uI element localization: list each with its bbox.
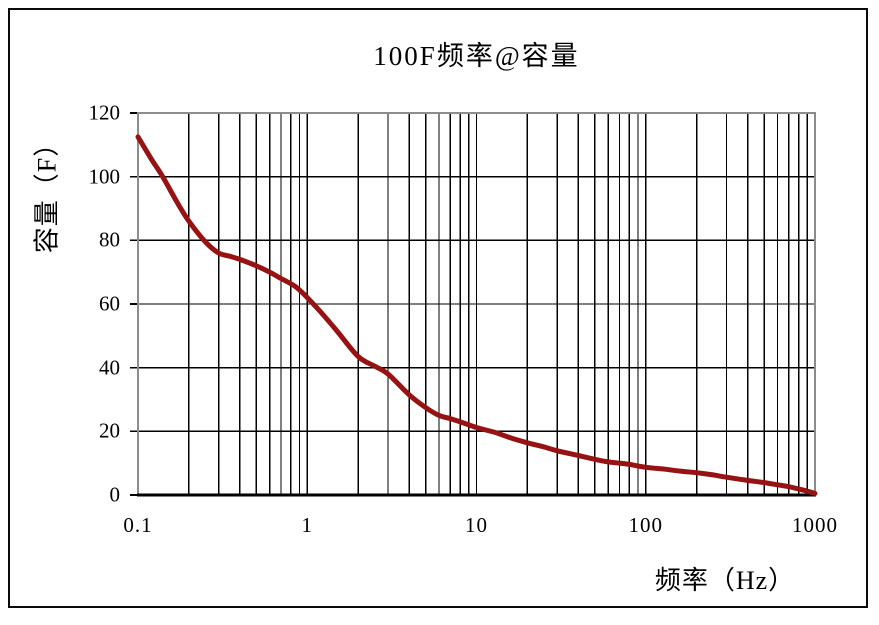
x-tick-label: 100 [628, 513, 663, 537]
y-tick-label: 120 [88, 100, 121, 125]
y-tick-label: 80 [99, 227, 120, 252]
y-tick-label: 40 [99, 355, 120, 380]
x-tick-label: 1 [301, 513, 313, 537]
x-tick-label: 0.1 [123, 513, 153, 537]
x-tick-label: 1000 [792, 513, 838, 537]
y-tick-label: 20 [99, 418, 120, 443]
chart-title: 100F频率@容量 [373, 41, 580, 71]
chart-outer-border [8, 8, 868, 608]
y-tick-label: 100 [88, 164, 121, 189]
x-tick-label: 10 [465, 513, 488, 537]
y-tick-label: 0 [109, 482, 121, 507]
y-tick-label: 60 [99, 291, 120, 316]
data-curve [135, 134, 818, 496]
x-axis-title: 频率（Hz） [654, 566, 796, 595]
